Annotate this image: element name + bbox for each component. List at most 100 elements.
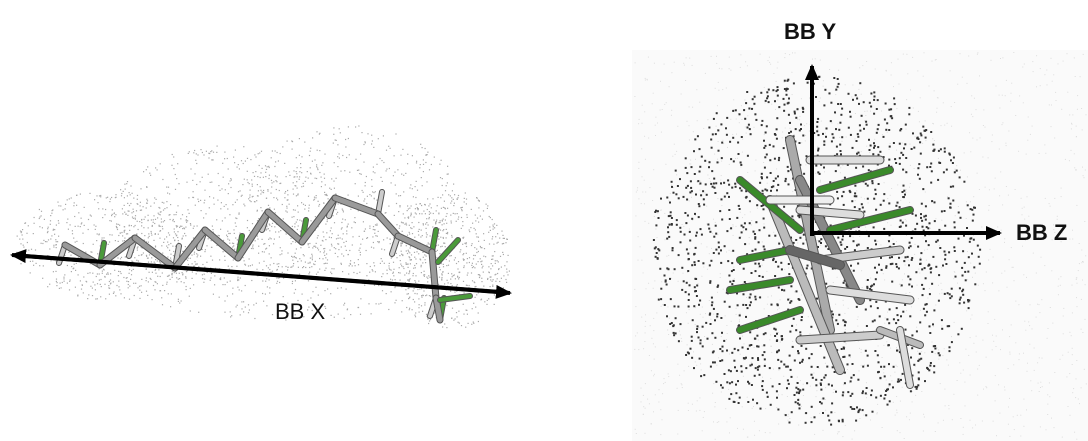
dot bbox=[400, 195, 401, 196]
dot bbox=[176, 235, 177, 236]
dot bbox=[275, 231, 276, 232]
dot bbox=[163, 242, 164, 243]
dot bbox=[1028, 216, 1029, 217]
dot bbox=[842, 319, 844, 321]
dot bbox=[465, 192, 466, 193]
dot bbox=[678, 281, 679, 282]
dot bbox=[506, 269, 507, 270]
dot bbox=[186, 216, 187, 217]
dot bbox=[668, 373, 669, 374]
dot bbox=[770, 64, 771, 65]
dot bbox=[941, 289, 942, 290]
dot bbox=[913, 364, 915, 366]
dot bbox=[212, 260, 213, 261]
dot bbox=[209, 207, 210, 208]
dot bbox=[857, 263, 859, 265]
dot bbox=[130, 194, 131, 195]
dot bbox=[314, 264, 315, 265]
dot bbox=[742, 217, 743, 218]
dot bbox=[807, 82, 809, 84]
dot bbox=[742, 152, 743, 153]
dot bbox=[317, 168, 318, 169]
dot bbox=[149, 173, 150, 174]
dot bbox=[683, 63, 684, 64]
dot bbox=[342, 271, 343, 272]
dot bbox=[324, 255, 325, 256]
dot bbox=[1002, 329, 1003, 330]
dot bbox=[782, 394, 783, 395]
dot bbox=[409, 187, 410, 188]
dot bbox=[164, 208, 165, 209]
dot bbox=[853, 237, 854, 238]
dot bbox=[909, 242, 911, 244]
dot bbox=[729, 218, 731, 220]
dot bbox=[828, 419, 830, 421]
dot bbox=[421, 213, 422, 214]
dot bbox=[820, 238, 822, 240]
dot bbox=[133, 226, 134, 227]
dot bbox=[770, 334, 771, 335]
dot bbox=[409, 232, 410, 233]
dot bbox=[343, 242, 344, 243]
dot bbox=[852, 439, 853, 440]
dot bbox=[295, 253, 296, 254]
dot bbox=[905, 256, 907, 258]
dot bbox=[105, 277, 106, 278]
dot bbox=[186, 286, 187, 287]
dot bbox=[466, 310, 467, 311]
dot bbox=[257, 176, 258, 177]
dot bbox=[1000, 171, 1001, 172]
dot bbox=[319, 150, 320, 151]
dot bbox=[729, 57, 730, 58]
dot bbox=[423, 290, 424, 291]
dot bbox=[1078, 270, 1079, 271]
dot bbox=[700, 181, 701, 182]
dot bbox=[802, 243, 804, 245]
dot bbox=[959, 302, 961, 304]
dot bbox=[227, 231, 228, 232]
dot bbox=[667, 347, 668, 348]
dot bbox=[923, 238, 924, 239]
dot bbox=[292, 141, 293, 142]
dot bbox=[717, 105, 718, 106]
dot bbox=[833, 392, 834, 393]
dot bbox=[347, 308, 348, 309]
dot bbox=[680, 241, 682, 243]
dot bbox=[305, 177, 306, 178]
dot bbox=[772, 385, 774, 387]
dot bbox=[395, 133, 396, 134]
dot bbox=[443, 266, 444, 267]
dot bbox=[104, 214, 105, 215]
dot bbox=[202, 152, 203, 153]
dot bbox=[903, 147, 905, 149]
dot bbox=[190, 288, 191, 289]
dot bbox=[696, 365, 697, 366]
dot bbox=[411, 254, 412, 255]
dot bbox=[884, 394, 886, 396]
dot bbox=[909, 419, 910, 420]
dot bbox=[906, 235, 907, 236]
dot bbox=[70, 279, 71, 280]
dot bbox=[906, 221, 907, 222]
dot bbox=[373, 147, 374, 148]
dot bbox=[737, 158, 738, 159]
dot bbox=[784, 57, 785, 58]
dot bbox=[835, 304, 836, 305]
dot bbox=[414, 257, 415, 258]
dot bbox=[873, 283, 875, 285]
dot bbox=[297, 176, 298, 177]
dot bbox=[1063, 308, 1064, 309]
dot bbox=[265, 248, 266, 249]
dot bbox=[848, 127, 850, 129]
dot bbox=[355, 183, 356, 184]
dot bbox=[194, 261, 195, 262]
dot bbox=[265, 165, 266, 166]
dot bbox=[323, 248, 324, 249]
dot bbox=[950, 70, 951, 71]
dot bbox=[271, 226, 272, 227]
dot bbox=[1069, 239, 1070, 240]
dot bbox=[143, 171, 144, 172]
bond bbox=[335, 198, 378, 214]
dot bbox=[182, 238, 183, 239]
dot bbox=[269, 207, 270, 208]
